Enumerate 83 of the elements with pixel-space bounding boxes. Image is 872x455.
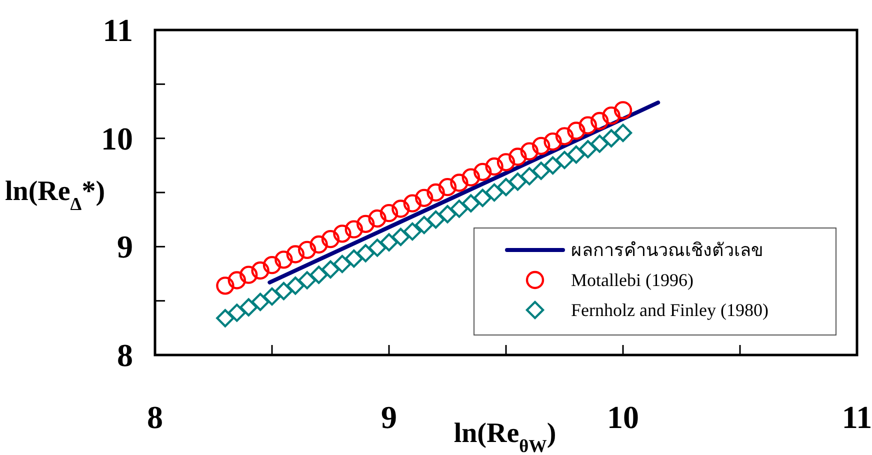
point [240,298,258,316]
point [333,254,352,274]
point [274,282,293,300]
point [228,304,246,322]
x-tick-label: 8 [147,399,163,435]
point [602,106,620,125]
y-tick-label: 11 [102,12,133,48]
point [426,210,445,229]
point [298,240,316,260]
point [310,266,328,284]
point [286,245,304,264]
y-axis-title: ln(Re$_{Δ}$*) [4,176,106,214]
point [228,271,246,290]
point [602,129,620,148]
point [532,136,550,156]
point [438,178,457,196]
point [333,224,352,243]
point [462,194,480,212]
y-tick-label: 10 [101,120,133,156]
point [368,238,386,257]
point [415,188,434,208]
point [344,249,363,268]
point [508,172,527,191]
point [403,222,422,241]
point [380,233,398,252]
point [321,230,340,248]
point [216,309,234,328]
point [520,142,538,160]
point [578,140,597,158]
point [496,153,516,172]
point [368,209,386,228]
point [614,101,632,120]
point [474,162,492,182]
point [392,228,410,246]
point [590,112,609,130]
point [450,174,468,192]
point [578,116,597,134]
point [544,156,562,175]
point [590,134,609,153]
point [240,266,258,284]
point [544,132,562,151]
point [485,157,504,176]
point [508,148,527,166]
point [274,250,293,269]
point [567,122,586,140]
point [614,124,632,142]
point [520,167,538,186]
legend-label: Fernholz and Finley (1980) [571,300,768,320]
point [216,276,234,295]
y-tick-label: 9 [117,228,133,265]
x-tick-label: 11 [842,399,872,435]
point [392,200,410,218]
point [380,204,398,222]
point [555,150,574,170]
point [251,292,270,312]
point [310,235,328,254]
legend-label: ผลการคำนวณเชิงตัวเลข [571,240,763,260]
point [450,200,468,218]
point [286,276,304,295]
point [532,162,550,180]
point [555,127,574,146]
point [262,256,282,274]
point [438,205,457,224]
point [426,183,445,202]
point [567,145,586,164]
point [251,261,270,280]
x-axis-title: ln(Re$_{θW}$) [454,418,556,455]
point [356,214,375,234]
x-tick-label: 10 [607,399,639,435]
point [496,178,516,196]
point [485,183,504,202]
point [344,220,363,238]
x-tick-label: 9 [381,399,397,435]
legend-label: Motallebi (1996) [571,270,694,290]
point [321,260,340,279]
point [403,194,422,212]
point [415,216,434,234]
point [474,188,492,208]
y-tick-label: 8 [117,337,133,373]
point [356,244,375,262]
point [462,168,480,186]
point [298,271,316,290]
point [262,287,282,306]
